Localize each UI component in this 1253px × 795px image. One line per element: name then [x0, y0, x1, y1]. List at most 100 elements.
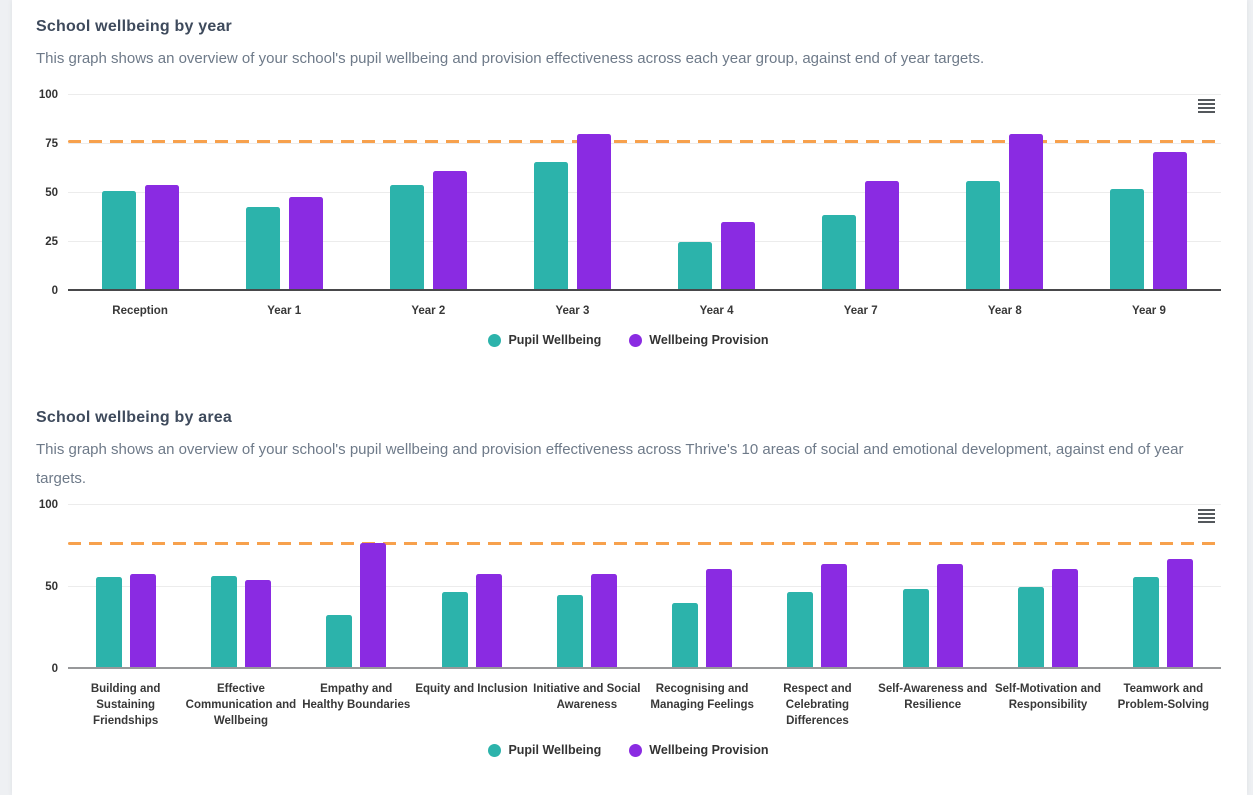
bar-pupil-wellbeing[interactable] [101, 191, 136, 291]
x-axis-label-text: Year 2 [411, 305, 446, 317]
bar-wellbeing-provision[interactable] [1052, 568, 1079, 669]
gridline [68, 192, 1221, 193]
section-wellbeing-by-area: School wellbeing by area This graph show… [12, 347, 1247, 757]
chart-by-year: 0 25 50 75 100 Reception Year 1 Year 2 Year 3 Ye… [36, 89, 1221, 347]
bar-wellbeing-provision[interactable] [936, 564, 963, 669]
bar-pupil-wellbeing[interactable] [245, 206, 280, 291]
x-axis-label: Year 9 [1077, 303, 1221, 319]
x-axis-label-text: Year 9 [1131, 305, 1166, 317]
bar-pupil-wellbeing[interactable] [441, 591, 468, 669]
bar-pupil-wellbeing[interactable] [95, 577, 122, 669]
legend-label: Pupil Wellbeing [508, 333, 602, 347]
bar-pupil-wellbeing[interactable] [678, 242, 713, 291]
bar-pupil-wellbeing[interactable] [1018, 587, 1045, 669]
x-axis-label-text: Self-Awareness and Resilience [878, 683, 988, 711]
bar-pupil-wellbeing[interactable] [389, 185, 424, 291]
bar-group-self-awareness-and-resilience [875, 505, 990, 669]
bar-group-initiative-and-social-awareness [529, 505, 644, 669]
bar-wellbeing-provision[interactable] [1153, 151, 1188, 291]
bar-pupil-wellbeing[interactable] [672, 603, 699, 669]
x-axis-line [68, 289, 1221, 291]
gridline [68, 504, 1221, 505]
x-axis-label-text: Year 7 [843, 305, 878, 317]
bar-wellbeing-provision[interactable] [821, 564, 848, 669]
x-axis-label-text: Respect and Celebrating Differences [783, 683, 852, 727]
y-axis-tick-label: 0 [51, 663, 58, 675]
x-axis-label-text: Recognising and Managing Feelings [650, 683, 754, 711]
x-axis-label: Recognising and Managing Feelings [644, 681, 759, 729]
bar-pupil-wellbeing[interactable] [822, 214, 857, 291]
x-axis-label: Year 8 [933, 303, 1077, 319]
x-axis-label-text: Building and Sustaining Friendships [90, 683, 161, 727]
bar-pupil-wellbeing[interactable] [556, 595, 583, 669]
x-axis-label: Equity and Inclusion [414, 681, 529, 729]
x-axis-label: Self-Motivation and Responsibility [990, 681, 1105, 729]
bar-pupil-wellbeing[interactable] [533, 161, 568, 291]
chart-description-by-year: This graph shows an overview of your sch… [36, 50, 985, 67]
bar-wellbeing-provision[interactable] [144, 185, 179, 291]
bar-wellbeing-provision[interactable] [1009, 134, 1044, 291]
x-axis-label: Year 7 [789, 303, 933, 319]
x-axis-label: Year 3 [500, 303, 644, 319]
legend-item-wellbeing-provision[interactable]: Wellbeing Provision [629, 743, 769, 757]
legend-dot-icon [629, 743, 643, 757]
chart-title-by-year: School wellbeing by year [36, 18, 232, 35]
bar-pupil-wellbeing[interactable] [902, 588, 929, 669]
legend-item-wellbeing-provision[interactable]: Wellbeing Provision [629, 333, 769, 347]
x-axis-label-text: Self-Motivation and Responsibility [994, 683, 1102, 711]
bar-wellbeing-provision[interactable] [706, 568, 733, 669]
legend-item-pupil-wellbeing[interactable]: Pupil Wellbeing [488, 333, 601, 347]
x-axis-label-text: Empathy and Healthy Boundaries [302, 683, 411, 711]
bar-pupil-wellbeing[interactable] [1110, 189, 1145, 291]
bar-pupil-wellbeing[interactable] [210, 575, 237, 669]
y-axis-tick-label: 50 [45, 187, 58, 199]
bar-wellbeing-provision[interactable] [475, 573, 502, 669]
x-axis-label: Initiative and Social Awareness [529, 681, 644, 729]
y-axis-tick-label: 25 [45, 236, 58, 248]
plot-area: 0 25 50 75 100 [39, 89, 1221, 297]
bar-pupil-wellbeing[interactable] [787, 591, 814, 669]
x-axis-label-text: Year 8 [987, 305, 1022, 317]
bar-group-year-9 [1077, 95, 1221, 291]
bar-wellbeing-provision[interactable] [1167, 559, 1194, 669]
bar-wellbeing-provision[interactable] [244, 580, 271, 669]
bar-group-effective-communication-and-wellbeing [183, 505, 298, 669]
gridline [68, 94, 1221, 95]
x-axis-label-text: Effective Communication and Wellbeing [185, 683, 297, 727]
bar-group-reception [68, 95, 212, 291]
gridline [68, 586, 1221, 587]
bar-group-year-4 [645, 95, 789, 291]
bar-wellbeing-provision[interactable] [590, 573, 617, 669]
y-axis-tick-label: 0 [51, 285, 58, 297]
y-axis-tick-label: 100 [38, 89, 58, 101]
chart-context-menu-icon[interactable] [1198, 509, 1215, 523]
x-axis-label-text: Year 4 [699, 305, 734, 317]
x-axis-line [68, 667, 1221, 669]
bar-wellbeing-provision[interactable] [360, 542, 387, 669]
bar-group-building-and-sustaining-friendships [68, 505, 183, 669]
bar-wellbeing-provision[interactable] [288, 196, 323, 291]
bar-wellbeing-provision[interactable] [721, 222, 756, 291]
legend-label: Wellbeing Provision [649, 333, 769, 347]
bar-pupil-wellbeing[interactable] [326, 614, 353, 669]
report-card: School wellbeing by year This graph show… [12, 0, 1247, 795]
legend-item-pupil-wellbeing[interactable]: Pupil Wellbeing [488, 743, 601, 757]
bar-wellbeing-provision[interactable] [129, 573, 156, 669]
bar-wellbeing-provision[interactable] [432, 171, 467, 291]
bar-wellbeing-provision[interactable] [576, 134, 611, 291]
chart-context-menu-icon[interactable] [1198, 99, 1215, 113]
x-axis-label: Respect and Celebrating Differences [760, 681, 875, 729]
x-axis-label: Empathy and Healthy Boundaries [299, 681, 414, 729]
bars-row [68, 95, 1221, 291]
bar-group-year-7 [789, 95, 933, 291]
bar-pupil-wellbeing[interactable] [1133, 577, 1160, 669]
bar-group-teamwork-and-problem-solving [1106, 505, 1221, 669]
y-axis-tick-label: 50 [45, 581, 58, 593]
bar-pupil-wellbeing[interactable] [966, 181, 1001, 291]
legend-dot-icon [488, 743, 502, 757]
x-axis-label-text: Reception [112, 305, 168, 317]
chart-description-by-area: This graph shows an overview of your sch… [36, 441, 1184, 487]
x-axis-label-text: Equity and Inclusion [415, 683, 528, 695]
bar-wellbeing-provision[interactable] [865, 181, 900, 291]
bar-group-year-3 [500, 95, 644, 291]
